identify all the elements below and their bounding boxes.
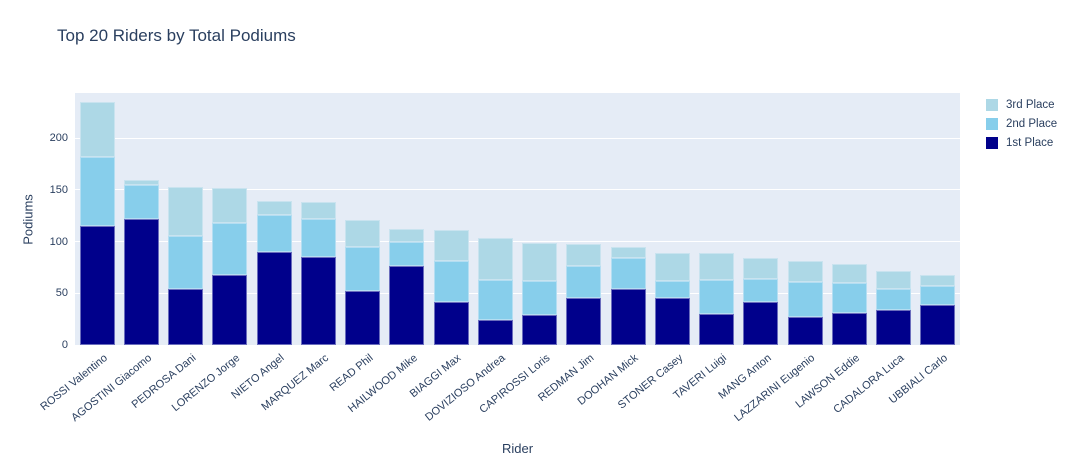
bar-segment-1st-place-biaggi-max[interactable] (433, 301, 469, 345)
y-tick-label-100: 100 (49, 235, 68, 248)
bar-segment-2nd-place-lawson-eddie[interactable] (831, 282, 867, 313)
chart-title: Top 20 Riders by Total Podiums (57, 26, 296, 45)
y-tick-label-200: 200 (49, 132, 68, 145)
bar-segment-2nd-place-dovizioso-andrea[interactable] (477, 279, 513, 321)
bar-segment-2nd-place-mang-anton[interactable] (743, 278, 779, 302)
bar-segment-3rd-place-redman-jim[interactable] (566, 243, 602, 267)
bar-segment-2nd-place-nieto-angel[interactable] (256, 214, 292, 252)
bar-segment-1st-place-ubbiali-carlo[interactable] (920, 304, 956, 345)
legend-item-3rd-place[interactable]: 3rd Place (986, 95, 1057, 114)
bar-segment-2nd-place-lazzarini-eugenio[interactable] (787, 281, 823, 318)
bar-segment-3rd-place-mang-anton[interactable] (743, 258, 779, 279)
bar-segment-2nd-place-rossi-valentino[interactable] (79, 156, 115, 226)
bar-segment-1st-place-stoner-casey[interactable] (654, 298, 690, 345)
bar-segment-1st-place-redman-jim[interactable] (566, 298, 602, 345)
bar-segment-3rd-place-read-phil[interactable] (345, 219, 381, 247)
bar-segment-3rd-place-lorenzo-jorge[interactable] (212, 187, 248, 223)
bar-segment-3rd-place-lawson-eddie[interactable] (831, 264, 867, 283)
bar-segment-2nd-place-agostini-giacomo[interactable] (123, 184, 159, 219)
bar-segment-1st-place-marquez-marc[interactable] (300, 257, 336, 345)
gridline-y-200 (75, 137, 960, 139)
gridline-y-50 (75, 292, 960, 294)
bar-segment-1st-place-rossi-valentino[interactable] (79, 226, 115, 345)
bar-segment-3rd-place-hailwood-mike[interactable] (389, 229, 425, 242)
bar-segment-3rd-place-doohan-mick[interactable] (610, 246, 646, 259)
bar-segment-2nd-place-marquez-marc[interactable] (300, 218, 336, 258)
y-axis-title: Podiums (20, 194, 36, 245)
bar-segment-3rd-place-agostini-giacomo[interactable] (123, 180, 159, 185)
bar-segment-3rd-place-pedrosa-dani[interactable] (168, 186, 204, 237)
bar-segment-2nd-place-stoner-casey[interactable] (654, 280, 690, 299)
bar-segment-3rd-place-stoner-casey[interactable] (654, 252, 690, 281)
x-tick-label-dovizioso-andrea: DOVIZIOSO Andrea (423, 352, 508, 424)
bar-segment-2nd-place-hailwood-mike[interactable] (389, 241, 425, 267)
bar-segment-3rd-place-biaggi-max[interactable] (433, 230, 469, 262)
bar-segment-2nd-place-ubbiali-carlo[interactable] (920, 286, 956, 305)
legend-label: 3rd Place (1006, 98, 1055, 111)
bar-segment-1st-place-lorenzo-jorge[interactable] (212, 274, 248, 345)
legend-label: 2nd Place (1006, 117, 1058, 130)
bar-segment-1st-place-mang-anton[interactable] (743, 301, 779, 345)
bar-segment-3rd-place-cadalora-luca[interactable] (876, 270, 912, 290)
y-tick-label-0: 0 (61, 339, 68, 351)
bar-segment-1st-place-hailwood-mike[interactable] (389, 266, 425, 345)
bar-segment-2nd-place-biaggi-max[interactable] (433, 261, 469, 302)
bar-segment-2nd-place-cadalora-luca[interactable] (876, 289, 912, 310)
bar-segment-1st-place-dovizioso-andrea[interactable] (477, 320, 513, 345)
bar-segment-1st-place-cadalora-luca[interactable] (876, 309, 912, 345)
bar-segment-1st-place-taveri-luigi[interactable] (699, 313, 735, 345)
bar-segment-3rd-place-marquez-marc[interactable] (300, 202, 336, 219)
y-tick-label-50: 50 (55, 287, 68, 300)
plot-area (75, 93, 960, 345)
bar-segment-3rd-place-rossi-valentino[interactable] (79, 101, 115, 157)
bar-segment-3rd-place-nieto-angel[interactable] (256, 201, 292, 215)
legend-swatch-2nd-place (986, 117, 998, 130)
legend-swatch-3rd-place (986, 98, 998, 111)
bar-segment-1st-place-doohan-mick[interactable] (610, 289, 646, 345)
bar-segment-2nd-place-read-phil[interactable] (345, 246, 381, 292)
gridline-y-150 (75, 189, 960, 191)
gridline-y-100 (75, 241, 960, 243)
bar-segment-2nd-place-pedrosa-dani[interactable] (168, 236, 204, 290)
bar-segment-1st-place-agostini-giacomo[interactable] (123, 218, 159, 345)
bar-segment-3rd-place-dovizioso-andrea[interactable] (477, 238, 513, 280)
bar-segment-1st-place-read-phil[interactable] (345, 291, 381, 345)
bar-segment-3rd-place-taveri-luigi[interactable] (699, 252, 735, 280)
bar-segment-3rd-place-ubbiali-carlo[interactable] (920, 274, 956, 287)
bar-segment-2nd-place-redman-jim[interactable] (566, 266, 602, 299)
bar-segment-2nd-place-doohan-mick[interactable] (610, 258, 646, 290)
bar-segment-1st-place-lawson-eddie[interactable] (831, 312, 867, 345)
bar-segment-1st-place-pedrosa-dani[interactable] (168, 289, 204, 345)
bar-segment-1st-place-lazzarini-eugenio[interactable] (787, 317, 823, 345)
legend-item-1st-place[interactable]: 1st Place (986, 133, 1057, 152)
x-tick-label-agostini-giacomo: AGOSTINI Giacomo (68, 352, 154, 425)
legend-swatch-1st-place (986, 136, 998, 149)
bar-segment-1st-place-nieto-angel[interactable] (256, 251, 292, 345)
legend-item-2nd-place[interactable]: 2nd Place (986, 114, 1057, 133)
legend-label: 1st Place (1006, 136, 1054, 149)
legend: 3rd Place 2nd Place 1st Place (986, 95, 1057, 152)
bar-segment-3rd-place-capirossi-loris[interactable] (522, 242, 558, 281)
bar-segment-2nd-place-taveri-luigi[interactable] (699, 279, 735, 314)
bar-segment-2nd-place-capirossi-loris[interactable] (522, 280, 558, 315)
x-axis-title: Rider (501, 441, 534, 456)
bar-segment-1st-place-capirossi-loris[interactable] (522, 315, 558, 345)
x-tick-label-lazzarini-eugenio: LAZZARINI Eugenio (732, 352, 818, 425)
bar-segment-3rd-place-lazzarini-eugenio[interactable] (787, 261, 823, 282)
bar-segment-2nd-place-lorenzo-jorge[interactable] (212, 222, 248, 275)
y-tick-label-150: 150 (49, 183, 68, 196)
